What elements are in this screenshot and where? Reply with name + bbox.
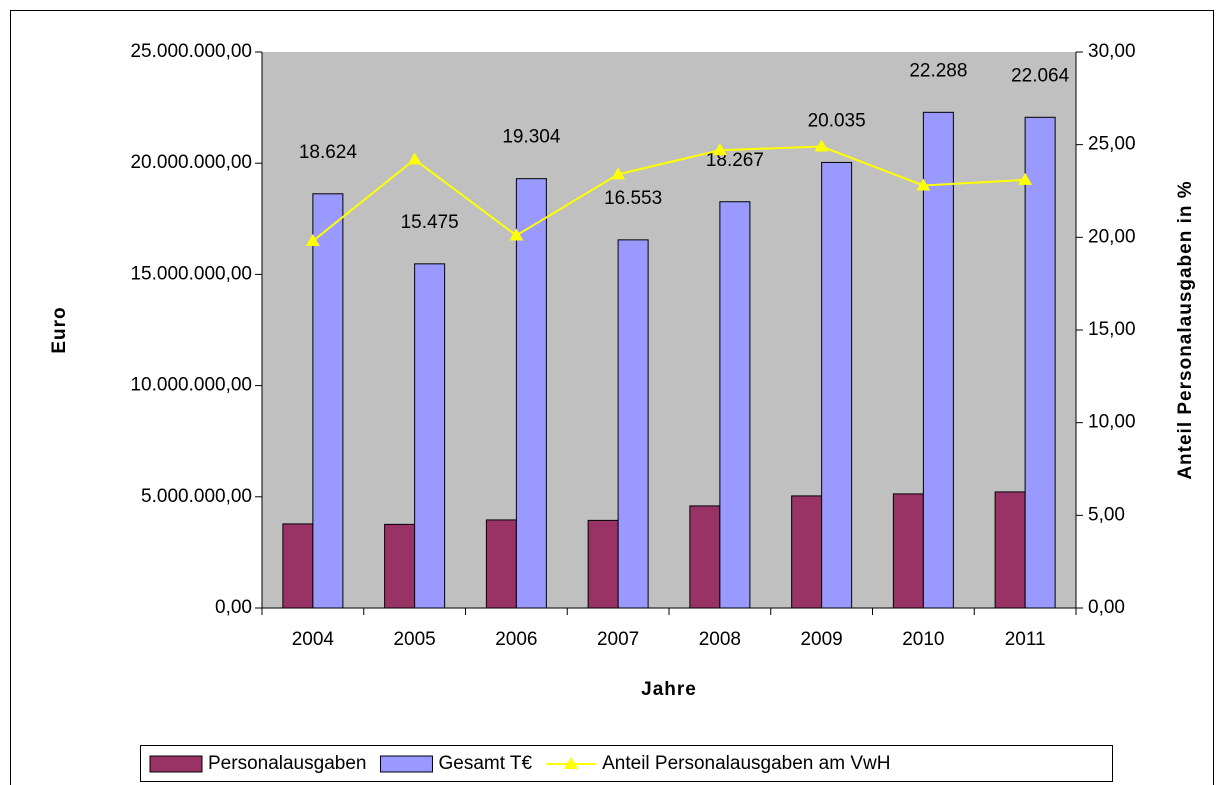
line-marker [1018, 172, 1033, 185]
data-label: 16.553 [604, 188, 662, 209]
line-marker [814, 139, 829, 152]
y2-tick-label: 0,00 [1088, 597, 1125, 618]
data-label: 20.035 [808, 110, 866, 131]
bar [1024, 116, 1056, 609]
x-tick-label: 2010 [902, 629, 944, 650]
data-label: 22.288 [909, 60, 967, 81]
x-tick-label: 2004 [292, 629, 335, 650]
line-marker [916, 178, 931, 191]
y-tick-label: 5.000.000,00 [141, 486, 252, 507]
bar [282, 523, 314, 609]
plot-area [262, 52, 1076, 608]
line [312, 145, 1026, 242]
line-marker [509, 228, 524, 241]
bar [414, 263, 446, 609]
y2-tick-label: 5,00 [1088, 504, 1125, 525]
legend-label: Gesamt T€ [438, 753, 532, 774]
legend-swatch [379, 755, 433, 773]
y-axis-title: Euro [49, 306, 70, 353]
y2-tick-label: 30,00 [1088, 41, 1136, 62]
y-tick-label: 0,00 [215, 597, 252, 618]
x-tick-label: 2006 [495, 629, 537, 650]
data-label: 22.064 [1011, 65, 1070, 86]
legend-label: Anteil Personalausgaben am VwH [602, 753, 890, 774]
data-label: 19.304 [502, 127, 561, 148]
y2-tick-label: 20,00 [1088, 226, 1136, 247]
bar [617, 239, 649, 609]
bar [312, 193, 344, 609]
y-tick-label: 10.000.000,00 [130, 375, 252, 396]
legend [140, 745, 1113, 782]
bar [587, 519, 619, 609]
y2-tick-label: 15,00 [1088, 319, 1136, 340]
line-marker [407, 152, 422, 165]
bar [791, 495, 823, 609]
bar [719, 201, 751, 609]
line-marker [611, 167, 626, 180]
bar [689, 505, 721, 609]
legend-label: Personalausgaben [208, 753, 366, 774]
y2-tick-label: 25,00 [1088, 134, 1136, 155]
bar [515, 178, 547, 609]
x-tick-label: 2011 [1005, 629, 1046, 650]
legend-swatch-marker [564, 757, 579, 769]
bar [892, 493, 924, 609]
y-tick-label: 25.000.000,00 [130, 41, 252, 62]
x-tick-label: 2008 [699, 629, 741, 650]
bar [384, 523, 416, 609]
bar [994, 491, 1026, 609]
legend-swatch [149, 755, 203, 773]
x-tick-label: 2007 [597, 629, 639, 650]
bar [485, 519, 517, 609]
x-tick-label: 2005 [393, 629, 435, 650]
y2-tick-label: 10,00 [1088, 412, 1136, 433]
y-tick-label: 20.000.000,00 [130, 152, 252, 173]
x-tick-label: 2009 [800, 629, 842, 650]
y2-axis-title: Anteil Personalausgaben in % [1175, 180, 1196, 479]
data-label: 18.624 [299, 142, 358, 163]
data-label: 15.475 [401, 212, 459, 233]
x-axis-title: Jahre [641, 679, 697, 700]
line-marker [305, 234, 320, 247]
y-tick-label: 15.000.000,00 [130, 263, 252, 284]
line-marker [712, 143, 727, 156]
bar [821, 161, 853, 609]
